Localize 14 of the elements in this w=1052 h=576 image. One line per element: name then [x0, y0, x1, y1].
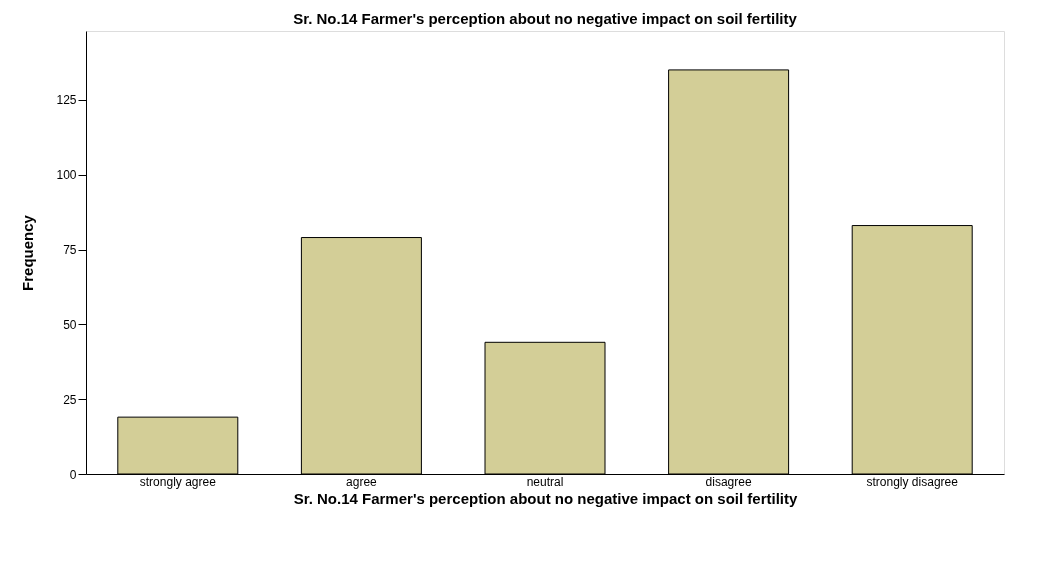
x-tick-label: strongly disagree: [866, 474, 959, 489]
x-tick-label: disagree: [705, 474, 752, 489]
y-tick-label: 0: [69, 467, 77, 482]
x-tick-label: neutral: [526, 474, 564, 489]
y-tick-label: 75: [63, 243, 77, 258]
x-tick-label: strongly agree: [139, 474, 217, 489]
x-axis-title: Sr. No.14 Farmer's perception about no negative impact on soil fertility: [293, 489, 798, 507]
y-tick-label: 25: [63, 392, 77, 407]
y-tick-label: 100: [56, 168, 77, 183]
y-tick-label: 50: [63, 317, 77, 332]
chart-title: Sr. No.14 Farmer's perception about no negative impact on soil fertility: [293, 10, 798, 27]
x-tick-label: agree: [346, 474, 378, 489]
y-tick-label: 125: [56, 93, 77, 108]
y-axis-title: Frequency: [19, 214, 37, 291]
